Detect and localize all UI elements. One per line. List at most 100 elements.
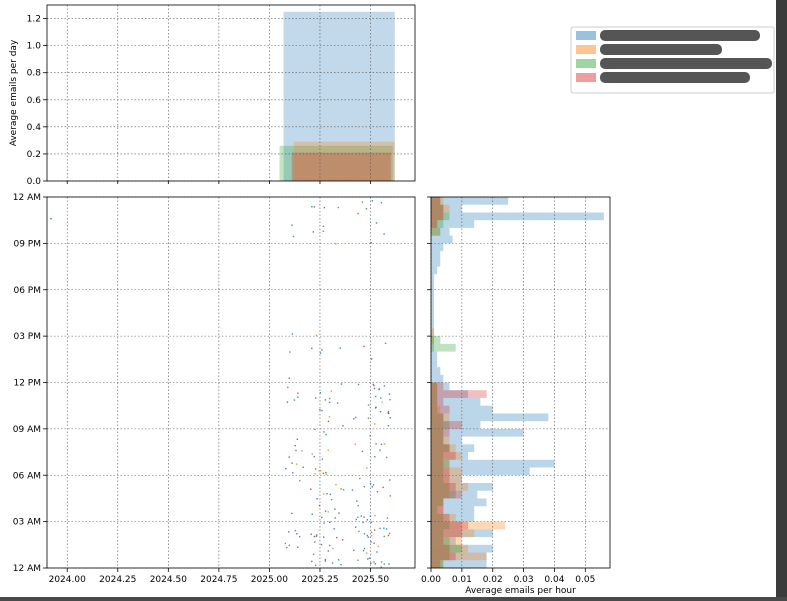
right-bar (431, 243, 444, 252)
main-xtick-label: 2025.25 (301, 575, 338, 585)
redaction-bar (600, 30, 760, 41)
scatter-point (297, 546, 299, 549)
scatter-point (314, 564, 317, 567)
right-bar (431, 529, 475, 538)
scatter-point (324, 560, 327, 562)
scatter-point (370, 358, 373, 360)
right-bar (431, 405, 438, 414)
scatter-point (327, 449, 329, 451)
scatter-point (291, 224, 293, 226)
right-bar (431, 521, 506, 530)
right-bar (431, 428, 524, 437)
right-bar (431, 452, 462, 460)
right-bar (431, 428, 444, 437)
scatter-point (383, 233, 385, 235)
scatter-point (314, 473, 316, 475)
scatter-point (374, 407, 377, 409)
redaction-bar (600, 72, 750, 83)
scatter-point (322, 472, 325, 475)
scatter-point (311, 513, 313, 515)
right-bar (431, 212, 444, 221)
scatter-point (384, 342, 387, 344)
right-bar (431, 452, 456, 460)
right-bar (431, 397, 438, 406)
scatter-point (340, 563, 342, 566)
scatter-point (361, 450, 364, 453)
right-bar (431, 467, 462, 476)
scatter-point (375, 222, 378, 224)
scatter-point (362, 521, 364, 524)
right-bar (431, 482, 456, 491)
scatter-point (380, 397, 382, 399)
right-bar (431, 382, 450, 391)
scatter-point (302, 466, 304, 469)
right-bar (431, 227, 441, 236)
scatter-point (337, 206, 339, 209)
main-ytick-label: 06 AM (13, 471, 41, 481)
scatter-point (367, 404, 370, 406)
scatter-point (379, 410, 382, 413)
scatter-point (374, 563, 377, 565)
scatter-point (288, 456, 290, 458)
right-bar (431, 390, 438, 398)
scatter-point (388, 532, 391, 535)
scatter-point (365, 552, 368, 554)
right-bar (431, 513, 444, 522)
right-xtick-label: 0.01 (452, 575, 472, 585)
right-xlabel: Average emails per hour (465, 586, 576, 596)
right-bar (431, 235, 453, 244)
right-bar (431, 343, 456, 352)
scatter-point (341, 539, 344, 541)
scatter-point (370, 241, 372, 244)
scatter-point (360, 515, 362, 517)
scatter-point (369, 435, 371, 437)
scatter-point (355, 518, 357, 521)
scatter-point (356, 500, 358, 502)
scatter-point (340, 383, 343, 385)
scatter-point (287, 386, 289, 389)
scatter-point (381, 401, 383, 403)
scatter-point (286, 401, 289, 403)
scatter-point (373, 387, 376, 390)
right-bar (431, 204, 450, 213)
scatter-point (342, 425, 344, 427)
scatter-point (319, 352, 322, 354)
scatter-point (378, 388, 380, 391)
right-bar (431, 390, 469, 398)
scatter-point (323, 522, 325, 524)
scatter-point (366, 519, 369, 521)
scatter-point (295, 463, 298, 465)
right-bar (431, 413, 444, 422)
right-bar (431, 328, 435, 337)
scatter-point (321, 458, 323, 460)
right-bar (431, 552, 487, 561)
scatter-point (383, 527, 385, 529)
scatter-point (311, 206, 313, 208)
scatter-point (366, 467, 368, 469)
scatter-point (371, 535, 373, 537)
right-bar (431, 428, 450, 437)
right-bar (431, 537, 462, 545)
right-xtick-label: 0.00 (421, 575, 441, 585)
scatter-point (337, 559, 340, 561)
scatter-point (311, 453, 313, 455)
scatter-point (316, 534, 318, 536)
top-histogram: 0.0 0.2 0.4 0.6 0.8 1.0 1.2 Average emails per … (9, 4, 416, 187)
right-bar (431, 282, 435, 290)
scatter-point (336, 536, 338, 539)
right-bar (431, 421, 450, 429)
right-bar (431, 197, 444, 205)
scatter-point (334, 508, 336, 510)
main-frame (46, 196, 416, 569)
right-bar (431, 444, 450, 453)
scatter-point (315, 334, 318, 337)
scatter-point (323, 206, 326, 209)
window-edge (776, 0, 787, 597)
right-bar (431, 374, 444, 383)
right-bar (431, 336, 441, 344)
scatter-point (379, 527, 381, 530)
scatter-point (327, 511, 329, 513)
right-bar (431, 529, 444, 538)
right-bar (431, 220, 438, 228)
scatter-point (353, 549, 355, 552)
